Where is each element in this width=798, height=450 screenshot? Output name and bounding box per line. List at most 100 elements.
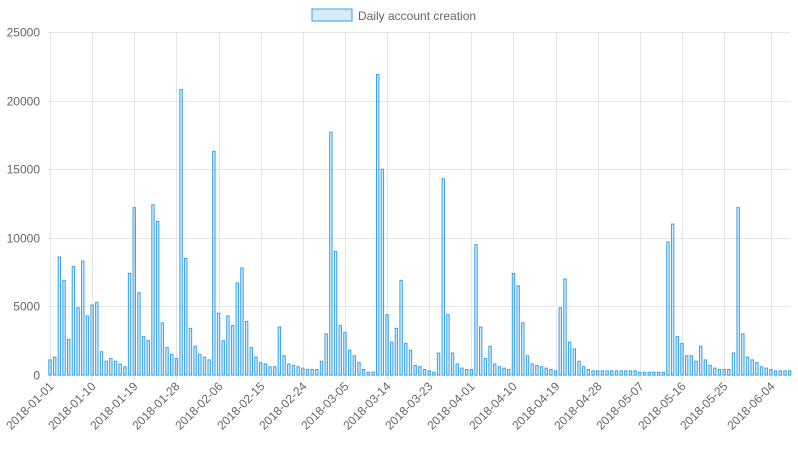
bar[interactable] (413, 364, 417, 376)
bar[interactable] (198, 353, 202, 376)
bar[interactable] (301, 367, 305, 376)
bar[interactable] (642, 371, 647, 376)
bar[interactable] (371, 371, 375, 376)
bar[interactable] (258, 362, 263, 376)
bar[interactable] (600, 370, 605, 376)
bar[interactable] (376, 74, 380, 376)
bar[interactable] (319, 360, 324, 376)
bar[interactable] (184, 257, 188, 376)
bar[interactable] (338, 325, 342, 376)
bar[interactable] (539, 366, 544, 376)
bar[interactable] (273, 366, 277, 376)
bar[interactable] (455, 363, 459, 376)
bar[interactable] (773, 370, 778, 376)
bar[interactable] (493, 363, 497, 376)
bar[interactable] (511, 272, 516, 376)
bar[interactable] (450, 352, 455, 376)
bar[interactable] (713, 367, 717, 376)
bar[interactable] (57, 256, 62, 376)
bar[interactable] (436, 352, 441, 376)
bar[interactable] (352, 355, 356, 376)
bar[interactable] (787, 370, 792, 376)
bar[interactable] (619, 370, 623, 376)
bar[interactable] (127, 272, 132, 376)
bar[interactable] (123, 366, 127, 376)
bar[interactable] (553, 370, 558, 376)
bar[interactable] (347, 349, 352, 376)
bar[interactable] (287, 363, 291, 376)
bar[interactable] (596, 370, 600, 376)
bar[interactable] (137, 292, 141, 376)
bar[interactable] (727, 369, 731, 376)
bar[interactable] (464, 369, 469, 376)
bar[interactable] (525, 355, 530, 376)
bar[interactable] (62, 279, 66, 376)
bar[interactable] (572, 348, 577, 376)
bar[interactable] (717, 369, 722, 376)
bar[interactable] (254, 356, 258, 376)
bar[interactable] (277, 326, 282, 376)
bar[interactable] (722, 369, 726, 376)
bar[interactable] (755, 362, 759, 376)
bar[interactable] (390, 341, 394, 376)
bar[interactable] (394, 327, 399, 376)
bar[interactable] (48, 359, 52, 376)
bar[interactable] (291, 364, 296, 376)
bar[interactable] (750, 359, 754, 376)
bar[interactable] (333, 251, 338, 376)
bar[interactable] (666, 241, 670, 376)
bar[interactable] (165, 347, 169, 376)
bar[interactable] (85, 315, 90, 376)
bar[interactable] (385, 314, 389, 376)
bar[interactable] (633, 370, 637, 376)
bar[interactable] (305, 369, 310, 376)
bar[interactable] (731, 352, 736, 376)
bar[interactable] (207, 359, 211, 376)
bar[interactable] (446, 314, 450, 376)
bar[interactable] (675, 336, 680, 376)
bar[interactable] (67, 338, 71, 376)
bar[interactable] (146, 340, 151, 376)
bar[interactable] (212, 150, 216, 376)
bar[interactable] (427, 370, 431, 376)
bar[interactable] (226, 315, 230, 376)
bar[interactable] (610, 370, 614, 376)
bar[interactable] (605, 370, 609, 376)
bar[interactable] (563, 278, 567, 376)
bar[interactable] (366, 371, 371, 376)
bar[interactable] (507, 369, 511, 376)
bar[interactable] (694, 360, 698, 376)
bar[interactable] (361, 369, 366, 376)
bar[interactable] (497, 366, 502, 376)
bar[interactable] (670, 223, 675, 376)
bar[interactable] (179, 89, 183, 376)
bar[interactable] (628, 370, 633, 376)
bar[interactable] (549, 369, 553, 376)
bar[interactable] (736, 207, 740, 376)
bar[interactable] (193, 345, 197, 376)
bar[interactable] (581, 366, 586, 376)
bar[interactable] (544, 367, 548, 376)
bar[interactable] (656, 371, 661, 376)
bar[interactable] (188, 327, 193, 376)
bar[interactable] (521, 322, 525, 376)
bar[interactable] (422, 369, 427, 376)
bar[interactable] (399, 279, 403, 376)
bar[interactable] (404, 342, 408, 376)
bar[interactable] (488, 345, 492, 376)
bar[interactable] (680, 342, 684, 376)
bar[interactable] (324, 333, 328, 376)
bar[interactable] (76, 307, 80, 376)
bar[interactable] (249, 347, 254, 376)
bar[interactable] (296, 366, 300, 376)
bar[interactable] (151, 204, 155, 376)
bar[interactable] (478, 326, 483, 376)
bar[interactable] (441, 178, 445, 376)
bar[interactable] (343, 331, 347, 376)
bar[interactable] (783, 370, 787, 376)
bar[interactable] (170, 353, 174, 376)
bar[interactable] (516, 285, 520, 376)
bar[interactable] (586, 369, 591, 376)
legend[interactable]: Daily account creation (311, 8, 476, 23)
bar[interactable] (263, 363, 268, 376)
